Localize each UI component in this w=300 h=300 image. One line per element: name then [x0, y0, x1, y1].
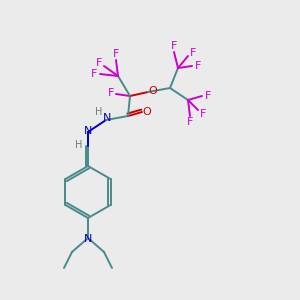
Text: F: F: [91, 69, 97, 79]
Text: F: F: [96, 58, 102, 68]
Text: H: H: [75, 140, 83, 150]
Text: H: H: [95, 107, 103, 117]
Text: O: O: [148, 86, 158, 96]
Text: F: F: [205, 91, 211, 101]
Text: N: N: [84, 234, 92, 244]
Text: N: N: [103, 113, 111, 123]
Text: O: O: [142, 107, 152, 117]
Text: F: F: [171, 41, 177, 51]
Text: F: F: [187, 117, 193, 127]
Text: F: F: [113, 49, 119, 59]
Text: F: F: [108, 88, 114, 98]
Text: F: F: [200, 109, 206, 119]
Text: F: F: [190, 48, 196, 58]
Text: N: N: [84, 126, 92, 136]
Text: F: F: [195, 61, 201, 71]
